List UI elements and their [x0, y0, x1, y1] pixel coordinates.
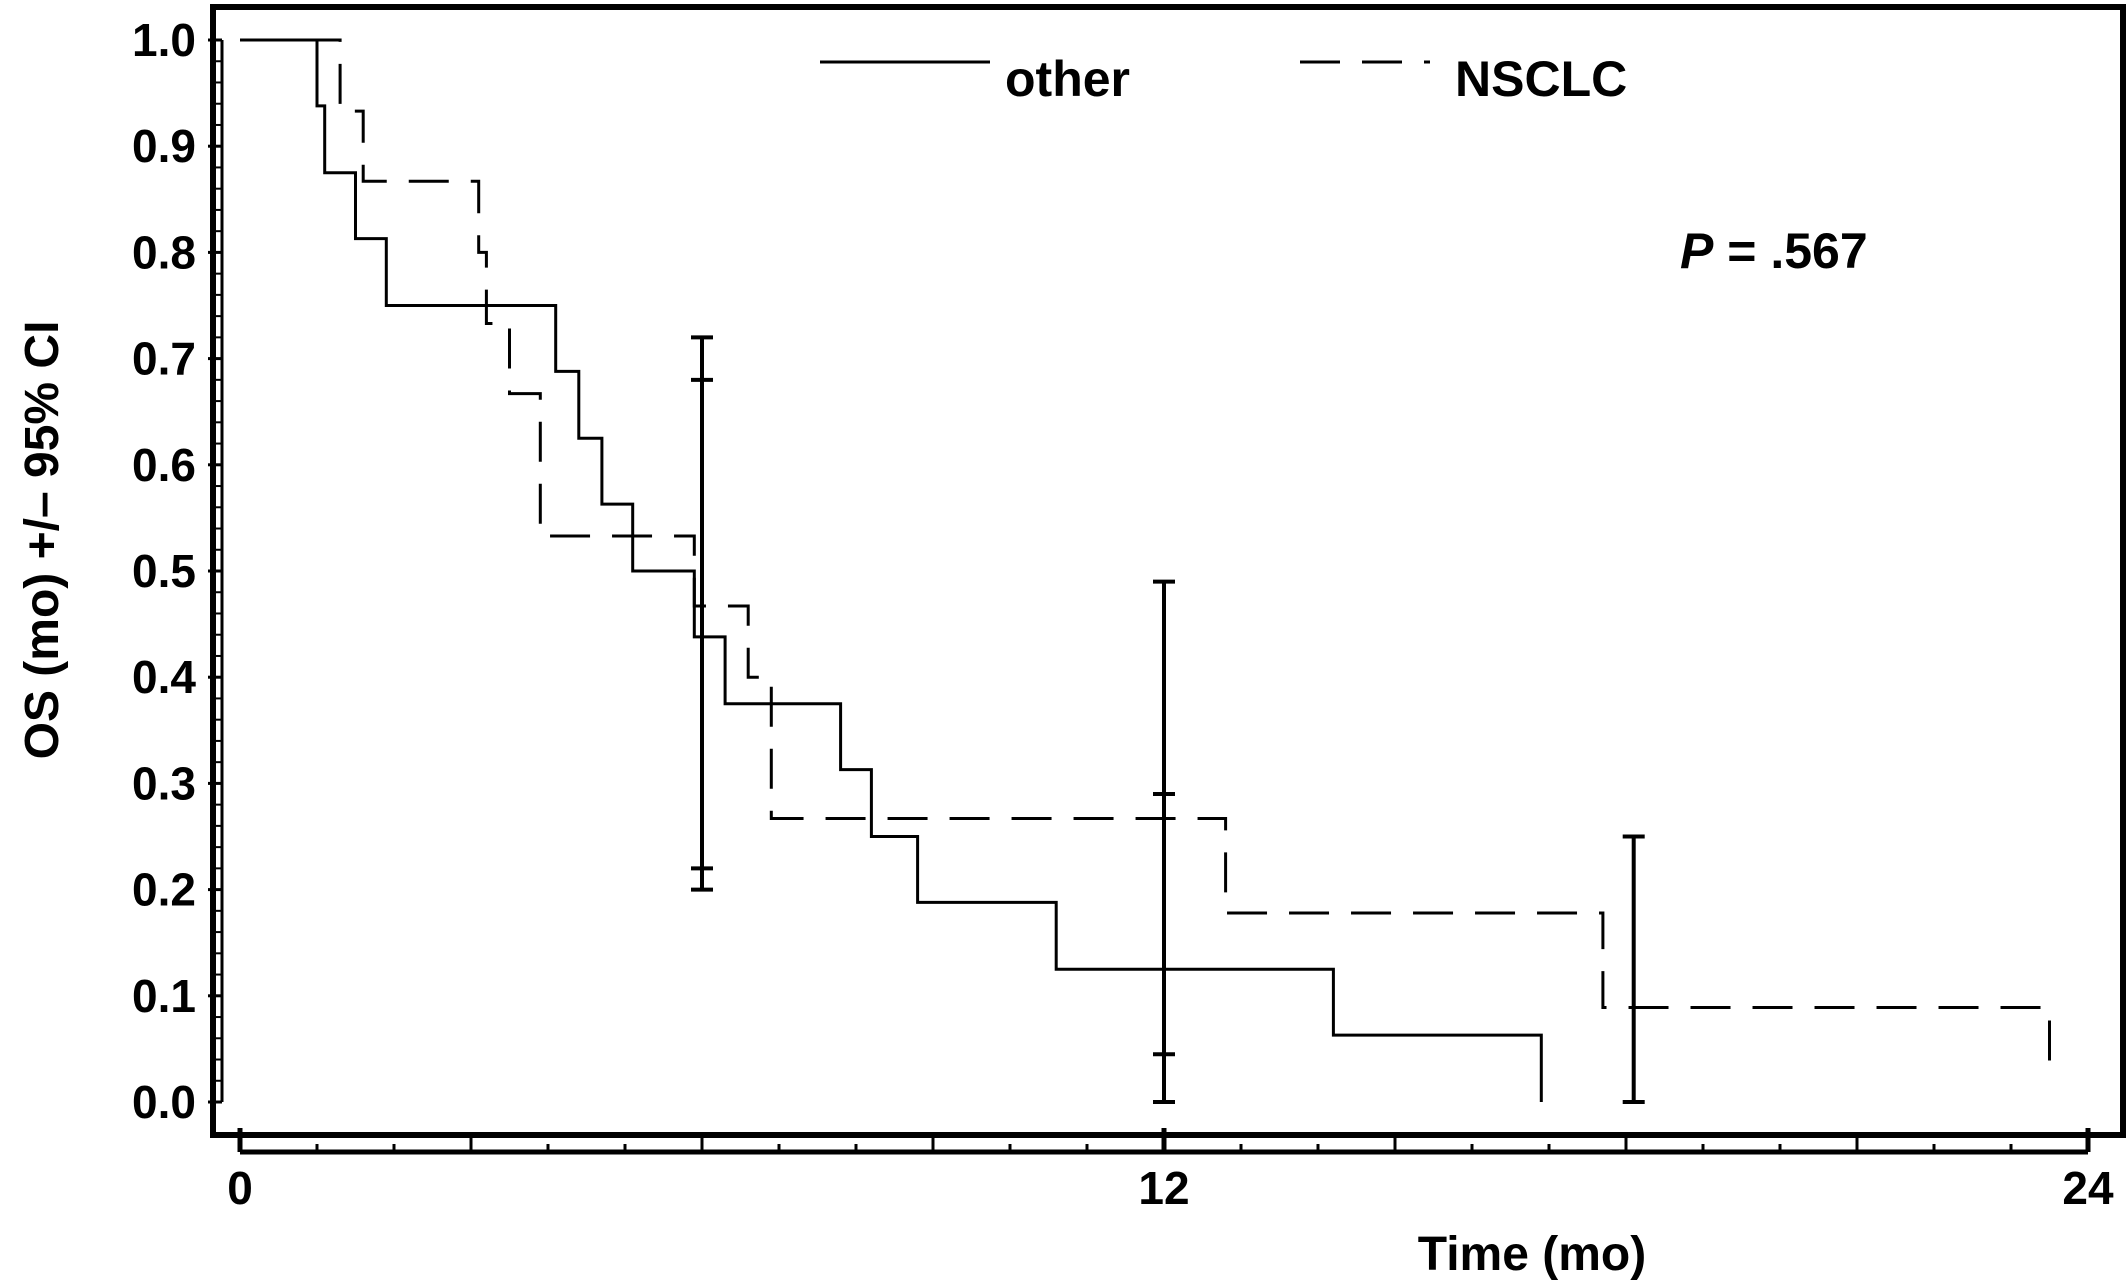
y-tick-label: 0.3	[132, 757, 196, 809]
legend: other NSCLC	[820, 51, 1627, 107]
legend-label-nsclc: NSCLC	[1455, 51, 1627, 107]
legend-label-other: other	[1005, 51, 1130, 107]
series-line-nsclc	[240, 38, 2051, 1081]
x-tick-label: 12	[1138, 1162, 1189, 1214]
plot-frame	[210, 4, 2126, 1138]
y-tick-label: 0.9	[132, 120, 196, 172]
x-tick-label: 0	[227, 1162, 253, 1214]
y-tick-label: 0.8	[132, 226, 196, 278]
y-tick-label: 0.4	[132, 651, 196, 703]
p-value-annotation: P = .567	[1680, 223, 1868, 279]
y-axis-title: OS (mo) +/– 95% CI	[16, 321, 69, 760]
error-bar-nsclc	[1622, 834, 1645, 1104]
x-tick-label: 24	[2062, 1162, 2114, 1214]
y-tick-label: 0.2	[132, 864, 196, 916]
p-value-symbol: P	[1680, 223, 1714, 279]
y-tick-label: 0.0	[132, 1076, 196, 1128]
y-tick-label: 0.6	[132, 439, 196, 491]
p-value-text: = .567	[1713, 223, 1867, 279]
x-axis-title: Time (mo)	[1418, 1228, 1646, 1281]
error-bar-nsclc	[691, 377, 713, 871]
error-bar-nsclc	[1153, 792, 1175, 1057]
y-tick-label: 1.0	[132, 14, 196, 66]
chart-marks: 0 12 24 0.0 0.1 0.2 0.3 0.4 0.5 0.6 0.7 0.8 0.9 1.0	[132, 14, 2114, 1214]
y-tick-label: 0.7	[132, 333, 196, 385]
y-tick-label: 0.5	[132, 545, 196, 597]
series-line-other	[240, 38, 1543, 1102]
y-tick-label: 0.1	[132, 970, 196, 1022]
